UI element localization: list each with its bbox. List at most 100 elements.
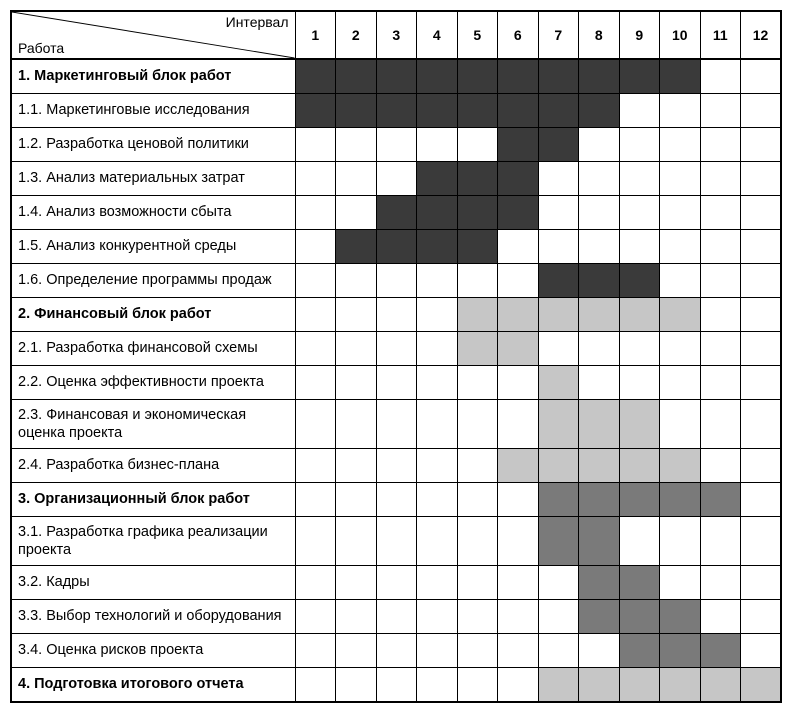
gantt-cell — [579, 59, 620, 93]
gantt-cell — [336, 297, 377, 331]
task-label: 2.4. Разработка бизнес-плана — [11, 448, 295, 482]
gantt-cell — [376, 331, 417, 365]
gantt-cell — [417, 297, 458, 331]
gantt-cell — [295, 365, 336, 399]
gantt-cell — [457, 668, 498, 702]
gantt-cell — [538, 516, 579, 565]
gantt-cell — [660, 161, 701, 195]
gantt-cell — [660, 59, 701, 93]
gantt-cell — [741, 634, 782, 668]
gantt-cell — [579, 516, 620, 565]
gantt-cell — [700, 93, 741, 127]
gantt-cell — [700, 566, 741, 600]
gantt-cell — [498, 365, 539, 399]
gantt-cell — [538, 399, 579, 448]
gantt-cell — [538, 297, 579, 331]
gantt-cell — [457, 448, 498, 482]
gantt-cell — [741, 263, 782, 297]
gantt-cell — [660, 297, 701, 331]
task-label: 3.4. Оценка рисков проекта — [11, 634, 295, 668]
gantt-cell — [579, 93, 620, 127]
gantt-cell — [417, 482, 458, 516]
gantt-cell — [498, 127, 539, 161]
gantt-cell — [336, 93, 377, 127]
gantt-cell — [660, 93, 701, 127]
gantt-cell — [336, 566, 377, 600]
gantt-cell — [619, 668, 660, 702]
gantt-cell — [295, 600, 336, 634]
gantt-cell — [700, 59, 741, 93]
table-row: 1.3. Анализ материальных затрат — [11, 161, 781, 195]
gantt-cell — [295, 399, 336, 448]
gantt-cell — [417, 93, 458, 127]
header-interval-label: Интервал — [226, 14, 289, 30]
table-row: 3.4. Оценка рисков проекта — [11, 634, 781, 668]
gantt-cell — [295, 566, 336, 600]
gantt-cell — [336, 331, 377, 365]
gantt-cell — [376, 399, 417, 448]
gantt-cell — [619, 297, 660, 331]
gantt-cell — [700, 263, 741, 297]
gantt-cell — [538, 59, 579, 93]
header-interval-2: 2 — [336, 11, 377, 59]
gantt-cell — [417, 229, 458, 263]
gantt-cell — [660, 127, 701, 161]
gantt-cell — [417, 448, 458, 482]
gantt-cell — [376, 93, 417, 127]
gantt-cell — [498, 516, 539, 565]
gantt-cell — [579, 229, 620, 263]
gantt-cell — [660, 600, 701, 634]
gantt-cell — [660, 263, 701, 297]
gantt-cell — [376, 297, 417, 331]
gantt-cell — [498, 668, 539, 702]
gantt-cell — [619, 229, 660, 263]
gantt-cell — [417, 365, 458, 399]
gantt-cell — [660, 448, 701, 482]
table-row: 1.5. Анализ конкурентной среды — [11, 229, 781, 263]
gantt-cell — [619, 566, 660, 600]
gantt-cell — [741, 195, 782, 229]
gantt-cell — [660, 229, 701, 263]
gantt-cell — [417, 331, 458, 365]
gantt-cell — [538, 365, 579, 399]
gantt-cell — [579, 448, 620, 482]
gantt-cell — [538, 634, 579, 668]
gantt-cell — [619, 600, 660, 634]
gantt-cell — [336, 634, 377, 668]
gantt-cell — [660, 482, 701, 516]
gantt-cell — [457, 634, 498, 668]
gantt-cell — [336, 399, 377, 448]
gantt-cell — [498, 600, 539, 634]
gantt-cell — [741, 600, 782, 634]
header-interval-7: 7 — [538, 11, 579, 59]
gantt-cell — [741, 229, 782, 263]
gantt-cell — [417, 516, 458, 565]
gantt-cell — [336, 195, 377, 229]
table-row: 4. Подготовка итогового отчета — [11, 668, 781, 702]
gantt-cell — [336, 127, 377, 161]
table-row: 3. Организационный блок работ — [11, 482, 781, 516]
header-interval-4: 4 — [417, 11, 458, 59]
header-task-cell: Интервал Работа — [11, 11, 295, 59]
gantt-cell — [660, 195, 701, 229]
gantt-cell — [376, 229, 417, 263]
gantt-cell — [498, 93, 539, 127]
gantt-cell — [457, 516, 498, 565]
gantt-cell — [538, 448, 579, 482]
gantt-cell — [295, 127, 336, 161]
task-label: 2. Финансовый блок работ — [11, 297, 295, 331]
gantt-cell — [700, 634, 741, 668]
gantt-cell — [457, 331, 498, 365]
header-row: Интервал Работа 123456789101112 — [11, 11, 781, 59]
gantt-table: Интервал Работа 123456789101112 1. Марке… — [10, 10, 782, 703]
gantt-cell — [619, 331, 660, 365]
gantt-cell — [336, 59, 377, 93]
header-interval-11: 11 — [700, 11, 741, 59]
gantt-cell — [619, 482, 660, 516]
gantt-cell — [619, 161, 660, 195]
gantt-cell — [295, 161, 336, 195]
gantt-cell — [457, 297, 498, 331]
gantt-cell — [700, 195, 741, 229]
gantt-cell — [700, 448, 741, 482]
gantt-cell — [660, 331, 701, 365]
